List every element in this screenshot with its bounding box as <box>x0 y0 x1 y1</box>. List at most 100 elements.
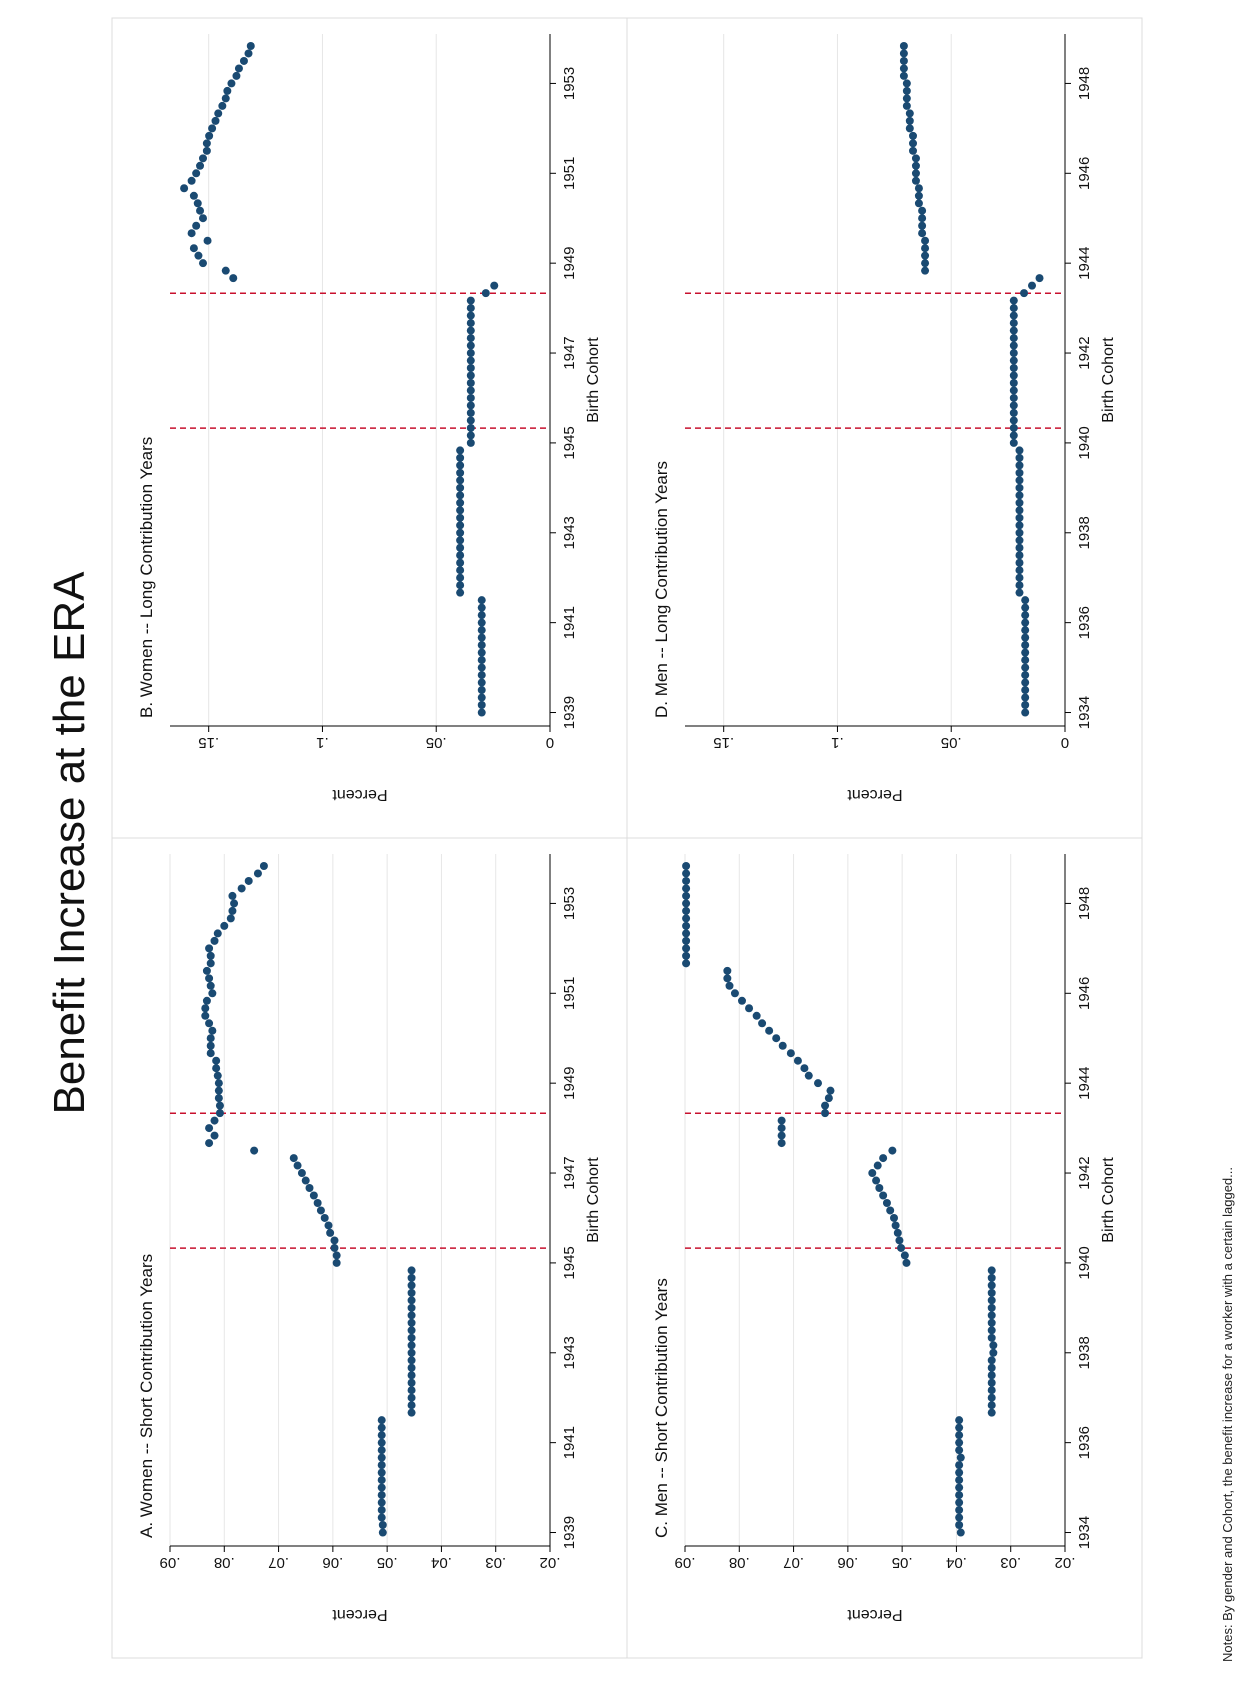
x-tick-label: 1942 <box>1076 1156 1093 1189</box>
data-point <box>456 581 465 590</box>
data-point <box>1021 641 1030 650</box>
data-point <box>407 1266 416 1275</box>
y-tick-label: .05 <box>892 1554 913 1571</box>
x-tick-label: 1934 <box>1076 1516 1093 1549</box>
data-point <box>466 364 475 373</box>
data-point <box>320 1213 329 1222</box>
data-point <box>682 876 691 885</box>
data-point <box>1015 513 1024 522</box>
data-point <box>466 341 475 350</box>
data-point <box>987 1386 996 1395</box>
data-point <box>1015 491 1024 500</box>
y-tick-label: .05 <box>426 734 447 751</box>
data-point <box>477 641 486 650</box>
x-tick-label: 1945 <box>561 426 578 459</box>
data-point <box>189 244 198 253</box>
data-point <box>223 86 232 95</box>
data-point <box>777 1131 786 1140</box>
panel-0: A. Women -- Short Contribution Years .02.… <box>111 837 628 1659</box>
data-point <box>477 671 486 680</box>
figure-note: Notes: By gender and Cohort, the benefit… <box>1220 1167 1235 1662</box>
data-point <box>902 1258 911 1267</box>
data-point <box>456 573 465 582</box>
data-point <box>456 483 465 492</box>
data-point <box>921 244 930 253</box>
data-point <box>914 199 923 208</box>
y-axis-label: Percent <box>847 1606 903 1623</box>
x-tick-label: 1940 <box>1076 1246 1093 1279</box>
x-tick-label: 1943 <box>561 516 578 549</box>
data-point <box>456 461 465 470</box>
data-point <box>793 1056 802 1065</box>
data-point <box>1015 581 1024 590</box>
data-point <box>682 936 691 945</box>
data-point <box>786 1049 795 1058</box>
data-point <box>466 393 475 402</box>
data-point <box>377 1476 386 1485</box>
data-point <box>215 1101 224 1110</box>
data-point <box>902 79 911 88</box>
data-point <box>227 79 236 88</box>
data-point <box>955 1431 964 1440</box>
data-point <box>987 1273 996 1282</box>
data-point <box>778 1041 787 1050</box>
y-axis-label: Percent <box>332 1606 388 1623</box>
data-point <box>723 966 732 975</box>
data-point <box>203 236 212 245</box>
data-point <box>196 206 205 215</box>
data-point <box>899 64 908 73</box>
data-point <box>1015 468 1024 477</box>
panel-title: B. Women -- Long Contribution Years <box>137 437 156 718</box>
data-point <box>234 64 243 73</box>
data-point <box>730 989 739 998</box>
data-point <box>905 109 914 118</box>
data-point <box>987 1311 996 1320</box>
x-tick-label: 1940 <box>1076 426 1093 459</box>
data-point <box>316 1206 325 1215</box>
x-tick-label: 1939 <box>561 696 578 729</box>
data-point <box>955 1423 964 1432</box>
data-point <box>987 1393 996 1402</box>
data-point <box>879 1154 888 1163</box>
data-point <box>955 1468 964 1477</box>
data-point <box>905 116 914 125</box>
data-point <box>987 1326 996 1335</box>
data-point <box>407 1386 416 1395</box>
data-point <box>407 1371 416 1380</box>
data-point <box>1020 289 1029 298</box>
data-point <box>1009 311 1018 320</box>
data-point <box>377 1431 386 1440</box>
data-point <box>198 214 207 223</box>
x-tick-label: 1942 <box>1076 336 1093 369</box>
data-point <box>899 56 908 65</box>
y-tick-label: .1 <box>316 734 329 751</box>
data-point <box>682 891 691 900</box>
data-point <box>377 1498 386 1507</box>
data-point <box>900 1251 909 1260</box>
data-point <box>407 1401 416 1410</box>
data-point <box>1009 319 1018 328</box>
data-point <box>456 491 465 500</box>
data-point <box>456 476 465 485</box>
data-point <box>477 693 486 702</box>
x-axis-label: Birth Cohort <box>585 1157 602 1243</box>
data-point <box>253 869 262 878</box>
x-tick-label: 1947 <box>561 336 578 369</box>
data-point <box>193 199 202 208</box>
data-point <box>682 906 691 915</box>
data-point <box>202 139 211 148</box>
data-point <box>205 1019 214 1028</box>
data-point <box>466 423 475 432</box>
data-point <box>1021 671 1030 680</box>
data-point <box>918 206 927 215</box>
data-point <box>1009 379 1018 388</box>
data-point <box>909 139 917 148</box>
data-point <box>456 513 465 522</box>
data-point <box>1015 483 1024 492</box>
data-point <box>1015 551 1024 560</box>
data-point <box>682 884 691 893</box>
data-point <box>215 1109 224 1118</box>
data-point <box>682 861 691 870</box>
data-point <box>914 191 923 200</box>
data-point <box>407 1273 416 1282</box>
